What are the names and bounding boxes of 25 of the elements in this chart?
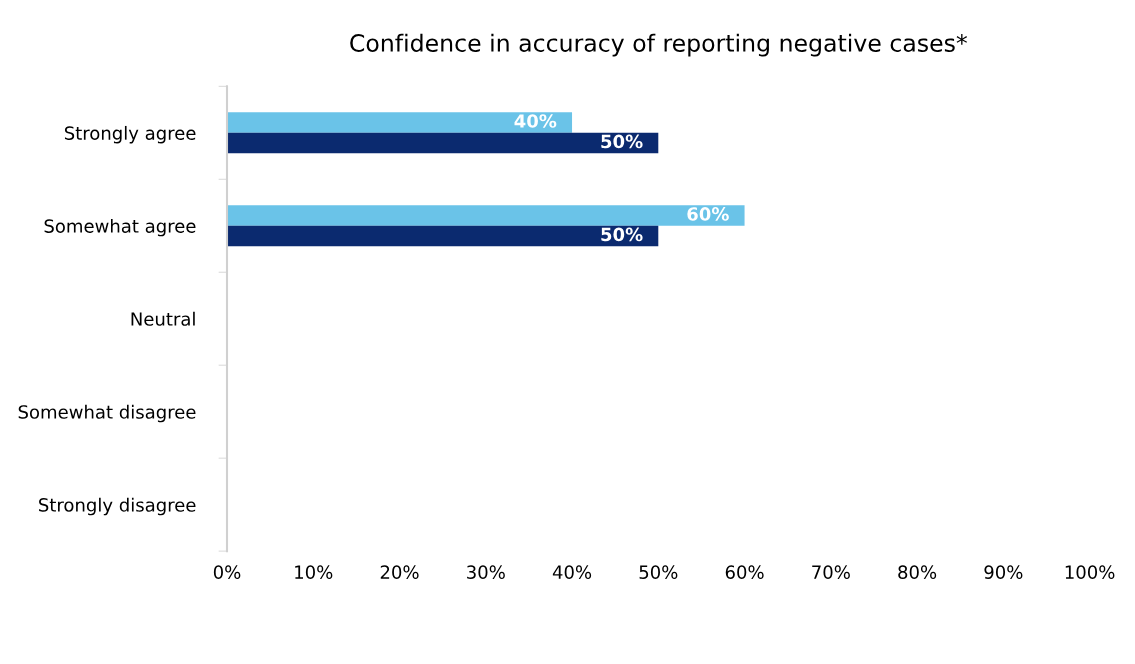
x-tick-label: 40% <box>552 565 592 579</box>
y-tick-label: Somewhat disagree <box>18 404 196 423</box>
x-tick-label: 70% <box>812 565 850 579</box>
bar <box>227 225 659 247</box>
bar <box>227 132 659 154</box>
x-tick-label: 100% <box>1065 565 1115 579</box>
x-tick-label: 80% <box>898 565 937 579</box>
x-tick-label: 90% <box>984 565 1023 579</box>
y-tick-label: Strongly agree <box>64 125 196 144</box>
x-tick-label: 0% <box>213 565 241 579</box>
y-tick-label: Strongly disagree <box>39 497 196 516</box>
y-tick-label: Somewhat agree <box>44 218 196 237</box>
bar <box>227 112 573 133</box>
chart-title: Confidence in accuracy of reporting negative cases* <box>350 33 968 57</box>
data-label: 50% <box>601 227 643 242</box>
x-tick-label: 30% <box>467 565 505 579</box>
data-label: 50% <box>601 134 643 149</box>
y-tick-label: Neutral <box>131 311 195 326</box>
data-label: 60% <box>687 207 729 221</box>
data-label: 40% <box>514 114 557 128</box>
x-tick-label: 60% <box>725 565 764 579</box>
x-tick-label: 50% <box>639 565 678 579</box>
x-tick-label: 20% <box>380 565 419 579</box>
x-tick-label: 10% <box>295 565 333 579</box>
bar <box>227 205 745 226</box>
